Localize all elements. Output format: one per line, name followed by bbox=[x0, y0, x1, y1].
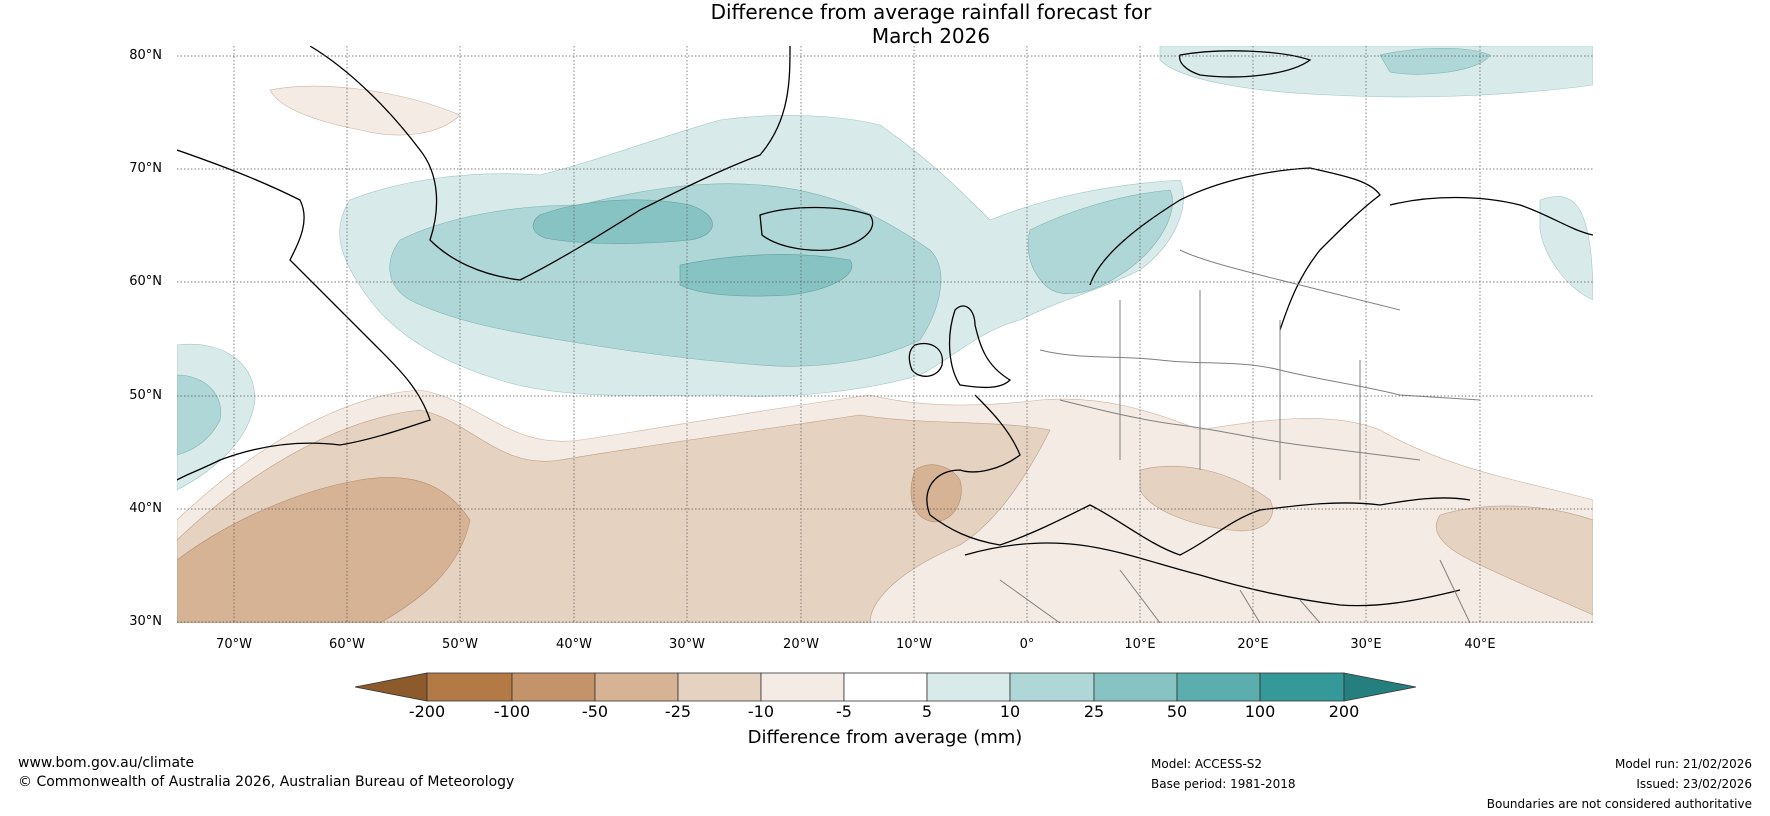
disclaimer-text: Boundaries are not considered authoritat… bbox=[1486, 797, 1752, 811]
colorbar-tick-label: -100 bbox=[493, 702, 531, 721]
border-3 bbox=[1119, 290, 1361, 500]
base-period-text: Base period: 1981-2018 bbox=[1151, 777, 1296, 791]
lat-label: 40°N bbox=[129, 501, 162, 516]
colorbar-tick-label: -10 bbox=[747, 702, 775, 721]
lon-label: 20°W bbox=[783, 637, 819, 652]
colorbar-segment bbox=[677, 672, 762, 702]
lon-label: 40°E bbox=[1464, 637, 1496, 652]
dry-anomaly-north bbox=[269, 85, 461, 136]
colorbar-segment bbox=[1009, 672, 1095, 702]
colorbar-segment bbox=[1176, 672, 1261, 702]
colorbar-segment bbox=[760, 672, 845, 702]
graticule bbox=[177, 46, 1593, 623]
lon-label: 10°E bbox=[1124, 637, 1156, 652]
chart-title: Difference from average rainfall forecas… bbox=[0, 0, 1770, 48]
colorbar-segment bbox=[1259, 672, 1345, 702]
russia-coast bbox=[1389, 196, 1593, 236]
ireland-coast bbox=[908, 342, 943, 377]
colorbar-segment bbox=[926, 672, 1011, 702]
colorbar-segment bbox=[426, 672, 513, 702]
wet-anomaly-strong-2 bbox=[679, 254, 853, 297]
lon-label: 10°W bbox=[896, 637, 932, 652]
dry-anomaly-strong bbox=[177, 477, 471, 623]
dry-anomaly-iberia bbox=[910, 464, 962, 523]
lat-label: 30°N bbox=[129, 614, 162, 629]
lon-label: 20°E bbox=[1237, 637, 1269, 652]
colorbar-title: Difference from average (mm) bbox=[747, 727, 1023, 748]
colorbar-tick-label: -200 bbox=[408, 702, 446, 721]
colorbar-tick-label: -5 bbox=[836, 702, 852, 721]
svalbard-coast bbox=[1179, 50, 1312, 78]
europe-coast bbox=[926, 394, 1471, 556]
canada-coast bbox=[177, 149, 431, 481]
greenland-coast bbox=[309, 46, 791, 281]
lon-label: 30°W bbox=[669, 637, 705, 652]
colorbar-tick-label: 200 bbox=[1328, 702, 1360, 721]
lon-label: 50°W bbox=[442, 637, 478, 652]
iceland-coast bbox=[759, 206, 874, 251]
colorbar-tick-label: 50 bbox=[1166, 702, 1188, 721]
british-isles-coast bbox=[948, 305, 1012, 389]
lat-label: 80°N bbox=[129, 48, 162, 63]
border-5 bbox=[1179, 249, 1401, 311]
colorbar bbox=[354, 672, 1417, 702]
wet-anomaly-arctic-core bbox=[1379, 48, 1491, 75]
lon-label: 30°E bbox=[1350, 637, 1382, 652]
colorbar-tick-label: -25 bbox=[664, 702, 692, 721]
colorbar-tick-label: -50 bbox=[581, 702, 609, 721]
border-2 bbox=[1059, 399, 1421, 461]
model-text: Model: ACCESS-S2 bbox=[1151, 757, 1263, 771]
scandinavia-coast bbox=[1089, 167, 1381, 331]
wet-anomaly-east bbox=[1539, 196, 1593, 301]
colorbar-over-arrow bbox=[1343, 672, 1417, 702]
website-link[interactable]: www.bom.gov.au/climate bbox=[18, 755, 195, 771]
lon-label: 40°W bbox=[556, 637, 592, 652]
colorbar-under-arrow bbox=[354, 672, 428, 702]
wet-anomaly-strong bbox=[532, 199, 713, 244]
issued-text: Issued: 23/02/2026 bbox=[1636, 777, 1752, 791]
north-africa-coast bbox=[964, 542, 1461, 607]
coastlines bbox=[177, 46, 1593, 607]
colorbar-tick-label: 100 bbox=[1244, 702, 1276, 721]
lon-label: 0° bbox=[1019, 637, 1035, 652]
dry-anomaly-balkans bbox=[1139, 465, 1273, 532]
colorbar-tick-label: 25 bbox=[1083, 702, 1105, 721]
model-run-text: Model run: 21/02/2026 bbox=[1614, 757, 1752, 771]
colorbar-segment bbox=[511, 672, 596, 702]
lat-label: 70°N bbox=[129, 161, 162, 176]
lat-label: 50°N bbox=[129, 388, 162, 403]
title-line-1: Difference from average rainfall forecas… bbox=[710, 0, 1152, 24]
lon-label: 60°W bbox=[329, 637, 365, 652]
border-1 bbox=[1039, 349, 1481, 401]
wet-anomaly-moderate bbox=[389, 183, 942, 367]
title-line-2: March 2026 bbox=[871, 24, 991, 48]
colorbar-segment bbox=[1093, 672, 1178, 702]
colorbar-tick-label: 10 bbox=[999, 702, 1021, 721]
dry-anomaly-east bbox=[1435, 505, 1593, 616]
wet-anomaly-canada-core bbox=[177, 374, 222, 456]
lon-label: 70°W bbox=[216, 637, 252, 652]
copyright-text: © Commonwealth of Australia 2026, Austra… bbox=[18, 774, 515, 790]
map-content bbox=[177, 46, 1593, 623]
lat-label: 60°N bbox=[129, 274, 162, 289]
colorbar-segment bbox=[843, 672, 928, 702]
colorbar-segment bbox=[594, 672, 679, 702]
colorbar-tick-label: 5 bbox=[921, 702, 933, 721]
